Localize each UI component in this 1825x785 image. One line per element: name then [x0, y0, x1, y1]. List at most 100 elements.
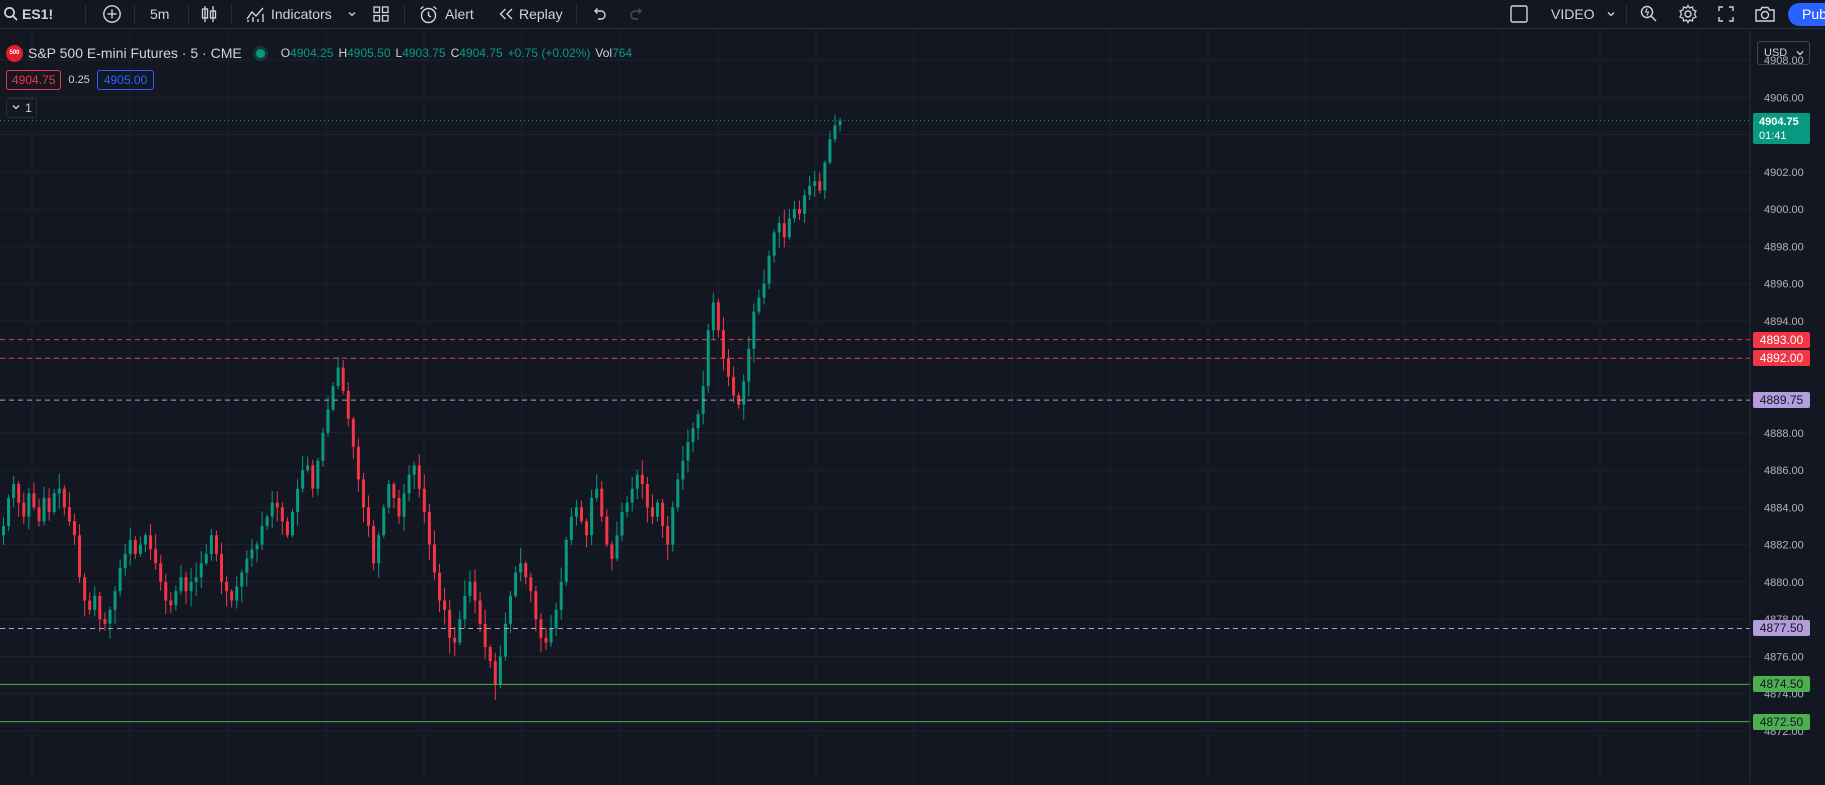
settings-button[interactable] [1678, 0, 1698, 28]
alert-button[interactable]: Alert [418, 0, 474, 28]
quick-search-icon [1639, 4, 1659, 24]
price-tick-label: 4880.00 [1764, 577, 1804, 589]
ohlc-open-key: O [280, 46, 291, 60]
market-status-icon[interactable] [255, 48, 265, 58]
currency-select[interactable]: USD [1757, 41, 1810, 65]
price-level-label[interactable]: 4893.00 [1753, 331, 1810, 348]
candle-body [468, 581, 472, 596]
candle-body [220, 553, 224, 582]
candle-body [630, 488, 634, 503]
candle-body [27, 493, 31, 517]
candle-body [706, 330, 710, 387]
layout-dropdown-button[interactable] [1606, 0, 1616, 28]
chevron-down-icon [11, 101, 21, 115]
ohlc-low: L4903.75 [396, 46, 446, 60]
indicators-dropdown-button[interactable] [347, 0, 357, 28]
candle-body [478, 600, 482, 624]
horizontal-levels[interactable] [0, 120, 1750, 723]
candle-body [797, 209, 801, 214]
chevron-down-icon [1606, 9, 1616, 19]
candle-body [635, 474, 639, 489]
candle-body [356, 446, 360, 480]
candle-body [691, 428, 695, 443]
symbol-search-button[interactable]: ES1! [3, 0, 53, 28]
candle-body [209, 535, 213, 554]
indicators-collapse-button[interactable]: 1 [6, 98, 37, 118]
price-level-label[interactable]: 4877.50 [1753, 620, 1810, 637]
chart-grid [0, 30, 1750, 782]
replay-label: Replay [519, 6, 563, 22]
candle-body [473, 581, 477, 601]
candle-body [813, 181, 817, 186]
candle-body [514, 572, 518, 596]
candle-body [569, 516, 573, 540]
price-tick-label: 4902.00 [1764, 167, 1804, 179]
chart-pane[interactable]: 4872.004874.004876.004878.004880.004882.… [0, 30, 1825, 782]
replay-button[interactable]: Replay [497, 0, 563, 28]
candle-body [280, 507, 284, 522]
candle-body [509, 595, 512, 624]
candle-body [230, 591, 234, 601]
candle-body [645, 484, 649, 508]
ohlc-change: +0.75 (+0.02%) [508, 46, 591, 60]
buy-price-button[interactable]: 4905.00 [96, 70, 155, 90]
publish-label: Publ [1802, 6, 1825, 22]
candle-body [742, 381, 746, 405]
candle-body [666, 525, 670, 545]
candle-body [174, 591, 178, 606]
candle-body [752, 311, 756, 349]
symbol-title[interactable]: S&P 500 E-mini Futures · 5 · CME [28, 45, 242, 61]
price-tick-label: 4900.00 [1764, 204, 1804, 216]
candle-body [154, 549, 158, 564]
compare-button[interactable] [102, 0, 122, 28]
fullscreen-button[interactable] [1717, 0, 1735, 28]
ohlc-close-value: 4904.75 [459, 46, 503, 60]
chart-type-button[interactable] [199, 0, 219, 28]
candle-body [828, 139, 832, 163]
sell-price-button[interactable]: 4904.75 [6, 70, 62, 90]
price-level-label[interactable]: 4889.75 [1753, 392, 1810, 409]
candle-body [194, 577, 198, 582]
ohlc-high-value: 4905.50 [347, 46, 391, 60]
ohlc-low-value: 4903.75 [402, 46, 446, 60]
candle-body [133, 539, 137, 554]
candle-body [250, 549, 254, 559]
price-chart[interactable]: 4872.004874.004876.004878.004880.004882.… [0, 30, 1825, 782]
interval-button[interactable]: 5m [150, 0, 169, 28]
candle-body [671, 507, 675, 545]
candle-body [534, 591, 538, 620]
candle-body [498, 656, 502, 685]
price-tick-label: 4882.00 [1764, 540, 1804, 552]
candle-body [585, 521, 589, 536]
quick-search-button[interactable] [1639, 0, 1659, 28]
candle-body [463, 595, 467, 620]
price-tick-label: 4898.00 [1764, 241, 1804, 253]
candle-body [676, 479, 680, 508]
price-level-label[interactable]: 4874.50 [1753, 676, 1810, 693]
price-level-label[interactable]: 4872.50 [1753, 713, 1810, 730]
candle-body [306, 465, 310, 471]
templates-button[interactable] [372, 0, 390, 28]
publish-button[interactable]: Publ [1788, 3, 1825, 26]
candle-body [808, 185, 812, 196]
candle-body [382, 507, 386, 536]
price-level-label[interactable]: 4892.00 [1753, 350, 1810, 367]
candle-body [83, 577, 87, 601]
candle-body [792, 209, 796, 219]
layout-checkbox[interactable] [1509, 0, 1529, 28]
indicators-button[interactable]: Indicators [245, 0, 332, 28]
candle-body [199, 563, 203, 578]
layout-name-button[interactable]: VIDEO [1551, 0, 1595, 28]
candle-body [610, 544, 614, 559]
volume: Vol764 [595, 46, 632, 60]
candle-body [275, 502, 279, 508]
ohlc-open-value: 4904.25 [290, 46, 334, 60]
redo-button[interactable] [628, 0, 646, 28]
candle-body [732, 376, 736, 396]
candle-body [118, 567, 122, 592]
candle-body [681, 460, 685, 480]
candle-body [138, 544, 142, 554]
undo-button[interactable] [590, 0, 608, 28]
snapshot-button[interactable] [1754, 0, 1776, 28]
candle-body [711, 302, 715, 331]
